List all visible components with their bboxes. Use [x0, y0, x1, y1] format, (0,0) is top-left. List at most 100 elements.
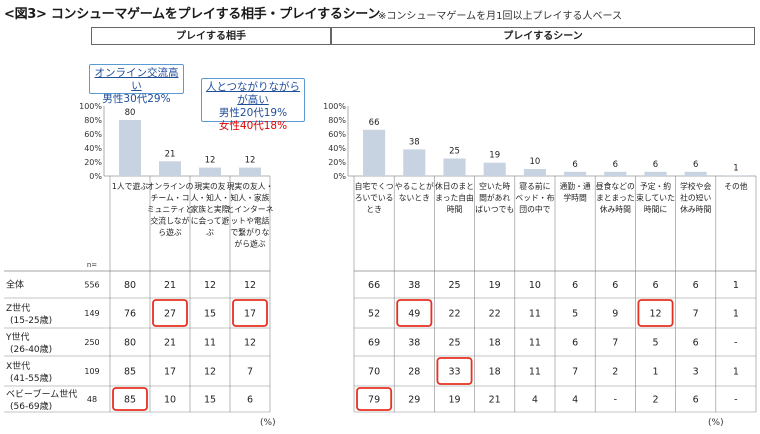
- table-cell-value: 17: [164, 367, 176, 378]
- row-label: Z世代: [6, 302, 30, 314]
- table-cell-value: 7: [247, 367, 253, 378]
- category-label: 間があれ: [479, 193, 510, 203]
- y-tick-label: 0%: [333, 172, 346, 181]
- y-tick-label: 20%: [328, 158, 346, 167]
- table-cell-value: 6: [612, 280, 618, 291]
- bar-value-label: 66: [369, 118, 380, 128]
- callout-online-line2: 男性30代29%: [102, 93, 171, 105]
- base-note: ※コンシューマゲームを月1回以上プレイする人ベース: [378, 11, 622, 22]
- table-cell-value: 11: [529, 338, 541, 349]
- bar: [644, 171, 667, 176]
- y-tick-label: 100%: [79, 102, 102, 111]
- table-cell-value: 21: [164, 338, 176, 349]
- table-cell-value: 22: [489, 309, 501, 320]
- category-label: とき: [366, 205, 382, 214]
- table-cell-value: 85: [124, 367, 136, 378]
- table-cell-value: -: [614, 395, 617, 406]
- row-n-value: 48: [87, 395, 97, 404]
- table-cell-value: 15: [204, 309, 216, 320]
- bar: [239, 167, 261, 176]
- table-cell-value: -: [734, 395, 737, 406]
- y-tick-label: 60%: [84, 130, 102, 139]
- table-cell-value: 18: [489, 367, 501, 378]
- row-label: Y世代: [5, 331, 30, 343]
- highlight-box: [356, 387, 393, 411]
- category-label: やることが: [395, 181, 434, 191]
- category-label: ら遊ぶ: [158, 227, 182, 237]
- bar-value-label: 1: [733, 163, 738, 173]
- category-label: 交流しなが: [151, 216, 190, 226]
- bar-value-label: 12: [205, 156, 216, 166]
- table-cell-value: 10: [164, 395, 176, 406]
- category-label: ミュニティと: [147, 205, 193, 214]
- table-cell-value: 52: [368, 309, 380, 320]
- table-cell-value: 10: [529, 280, 541, 291]
- row-sublabel: (15-25歳): [10, 314, 52, 326]
- table-cell-value: 11: [529, 309, 541, 320]
- row-n-value: 250: [84, 338, 99, 347]
- table-cell-value: 15: [204, 395, 216, 406]
- category-label: 休み時間: [680, 204, 711, 214]
- table-cell-value: 27: [164, 309, 176, 320]
- table-cell-value: 12: [204, 367, 216, 378]
- bar: [564, 171, 587, 176]
- table-cell-value: 80: [124, 338, 136, 349]
- table-cell-value: 1: [652, 367, 658, 378]
- table-cell-value: 29: [408, 395, 420, 406]
- bar: [724, 175, 747, 176]
- category-label: 休日のまと: [435, 181, 474, 191]
- table-cell-value: 2: [652, 395, 658, 406]
- table-cell-value: 3: [693, 367, 699, 378]
- table-cell-value: 79: [368, 395, 380, 406]
- row-n-value: 556: [84, 281, 99, 290]
- row-sublabel: (56-69歳): [10, 400, 52, 412]
- category-label: 通勤・通: [560, 181, 591, 191]
- bar-value-label: 10: [529, 157, 540, 167]
- y-tick-label: 40%: [328, 144, 346, 153]
- row-label: X世代: [6, 360, 30, 372]
- table-cell-value: 80: [124, 280, 136, 291]
- table-cell-value: 22: [448, 309, 460, 320]
- bar: [363, 129, 386, 176]
- bar: [159, 161, 181, 176]
- table-cell-value: 25: [448, 280, 460, 291]
- table-cell-value: 70: [368, 367, 380, 378]
- y-tick-label: 20%: [84, 158, 102, 167]
- bar: [523, 169, 546, 176]
- table-cell-value: 6: [652, 280, 658, 291]
- category-label: ないとき: [399, 194, 430, 203]
- bar-value-label: 6: [572, 160, 577, 170]
- category-label: 予定・約: [640, 181, 671, 191]
- table-cell-value: 7: [572, 367, 578, 378]
- table-cell-value: 21: [164, 280, 176, 291]
- y-tick-label: 80%: [328, 116, 346, 125]
- category-label: 現実の友人・: [227, 181, 274, 191]
- bar-value-label: 38: [409, 137, 420, 147]
- highlight-box: [637, 299, 674, 327]
- table-cell-value: 12: [204, 280, 216, 291]
- highlight-box: [396, 299, 433, 327]
- table-cell-value: 4: [532, 395, 538, 406]
- table-cell-value: 6: [572, 338, 578, 349]
- section-header-scene: プレイするシーン: [331, 27, 755, 45]
- category-label: とインターネ: [227, 205, 274, 214]
- table-cell-value: 12: [244, 280, 256, 291]
- table-cell-value: 12: [649, 309, 661, 320]
- row-n-value: 109: [84, 367, 99, 376]
- category-label: 学校や会: [680, 181, 711, 191]
- category-label: まとまった: [596, 194, 635, 203]
- unit-label-right: (%): [708, 418, 724, 428]
- y-tick-label: 60%: [328, 130, 346, 139]
- callout-online-line1: オンライン交流高い: [94, 67, 179, 92]
- category-label: 自宅でくつ: [355, 181, 394, 191]
- table-cell-value: 85: [124, 395, 136, 406]
- table-cell-value: 6: [247, 395, 253, 406]
- row-label: 全体: [6, 279, 24, 291]
- row-n-value: 149: [84, 309, 99, 318]
- bar: [684, 171, 707, 176]
- highlight-box: [232, 299, 268, 327]
- category-label: 束していた: [636, 194, 675, 203]
- table-cell-value: 38: [408, 280, 420, 291]
- y-tick-label: 80%: [84, 116, 102, 125]
